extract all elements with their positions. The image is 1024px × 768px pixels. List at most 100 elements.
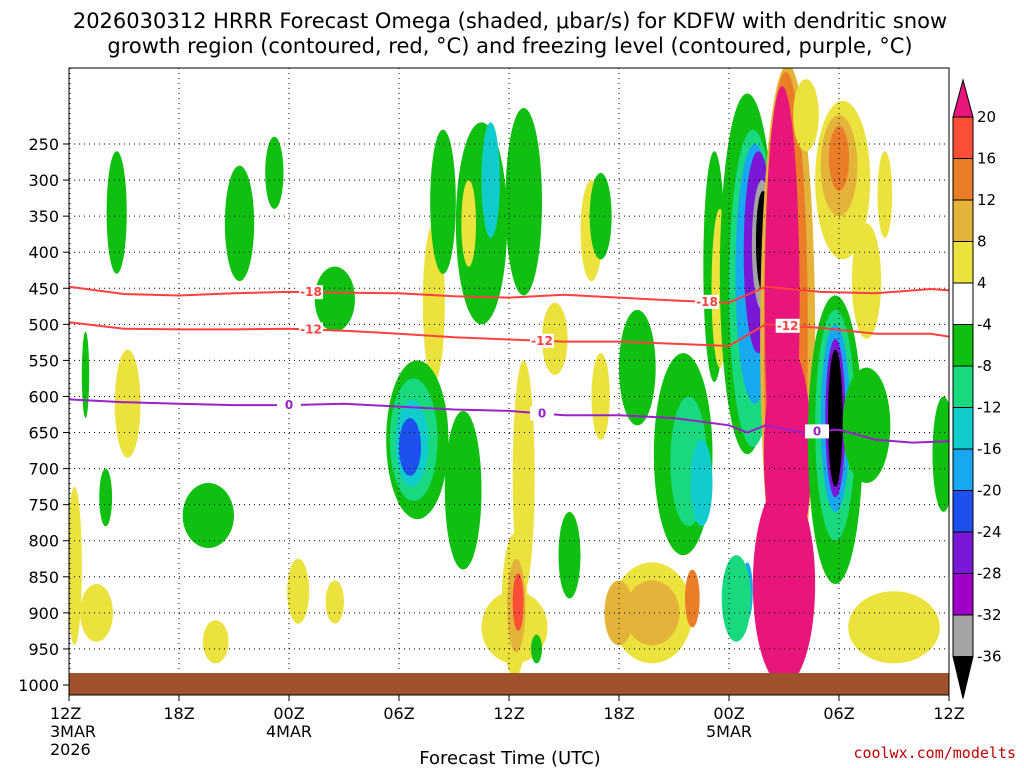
contour-label-bg (805, 424, 829, 439)
omega-region-3 (314, 266, 356, 332)
chart-title-line1: 2026030312 HRRR Forecast Omega (shaded, … (73, 9, 947, 33)
omega-region-72 (558, 511, 581, 599)
y-axis: 250 300 350 400 450 500 550 600 650 700 750 800 850 9… (18, 135, 69, 695)
omega-region-57 (877, 151, 893, 238)
x-tick-date-0: 3MAR (50, 722, 96, 741)
omega-region-52 (828, 349, 843, 487)
contour-label-1-0: -12 (300, 323, 322, 337)
omega-region-60 (932, 396, 949, 512)
colorbar-label-3: 8 (977, 233, 987, 251)
omega-region-28 (619, 309, 656, 426)
contour-label-2-1: 0 (538, 406, 546, 420)
contour-label-bg (695, 294, 719, 309)
colorbar-swatch-4 (952, 241, 974, 284)
y-tick-label-400: 400 (28, 243, 59, 262)
x-tick-label-18: 06Z (383, 704, 414, 723)
y-tick-label-500: 500 (28, 315, 59, 334)
y-tick-label-250: 250 (28, 135, 59, 154)
x-tick-label-30: 18Z (603, 704, 634, 723)
grid-lines (69, 68, 949, 695)
colorbar-swatch-8 (952, 407, 974, 450)
contour-label-bg (775, 318, 800, 333)
omega-region-14 (430, 129, 456, 274)
omega-region-47 (763, 345, 812, 563)
colorbar-bottom-arrow (952, 656, 974, 699)
colorbar-swatch-12 (952, 573, 974, 616)
colorbar-swatch-10 (952, 490, 974, 533)
omega-region-18 (461, 180, 476, 267)
colorbar-label-6: -8 (977, 357, 992, 375)
contour-label-2-2: 0 (813, 424, 821, 438)
omega-region-25 (444, 410, 482, 570)
omega-region-66 (624, 580, 680, 646)
omega-region-17 (481, 122, 500, 238)
contour-label-bg (530, 333, 554, 348)
colorbar-label-0: 20 (977, 108, 996, 126)
omega-region-56 (851, 223, 882, 339)
contour-label-bg (299, 322, 323, 337)
y-tick-label-750: 750 (28, 496, 59, 515)
y-tick-label-800: 800 (28, 532, 59, 551)
colorbar-swatch-9 (952, 448, 974, 491)
contour-label-2-0: 0 (285, 398, 293, 412)
contour-lines: -18 -18 -12 -12 -12 0 0 0 (69, 285, 949, 444)
omega-region-2 (265, 136, 284, 209)
colorbar-label-2: 12 (977, 191, 996, 209)
contour-label-bg (299, 285, 323, 300)
contour-label-bg (530, 406, 554, 421)
colorbar-swatch-6 (952, 324, 974, 367)
omega-region-0 (106, 151, 127, 274)
omega-region-26 (512, 360, 535, 592)
omega-region-20 (589, 172, 612, 260)
y-tick-label-300: 300 (28, 171, 59, 190)
colorbar-swatch-2 (952, 158, 974, 201)
omega-region-6 (69, 486, 82, 646)
y-tick-label-350: 350 (28, 207, 59, 226)
colorbar-swatch-5 (952, 282, 974, 325)
y-tick-label-450: 450 (28, 279, 59, 298)
colorbar: 20 16 12 8 4 -4 -8 -12 -16 -20 -24 -28 -32 -36 (952, 78, 1002, 699)
x-tick-label-24: 12Z (493, 704, 524, 723)
x-tick-label-12: 00Z (273, 704, 304, 723)
contour-label-bg (277, 398, 301, 413)
chart-title-line2: growth region (contoured, red, °C) and f… (107, 34, 912, 58)
x-tick-label-48: 12Z (933, 704, 964, 723)
colorbar-swatch-11 (952, 531, 974, 574)
colorbar-label-7: -12 (977, 399, 1002, 417)
omega-region-59 (842, 367, 891, 484)
omega-region-11 (81, 331, 90, 419)
y-tick-label-600: 600 (28, 387, 59, 406)
omega-region-45 (765, 129, 792, 419)
y-tick-label-850: 850 (28, 568, 59, 587)
x-axis-label: Forecast Time (UTC) (419, 748, 600, 768)
omega-region-5 (114, 349, 141, 458)
omega-region-73 (531, 634, 542, 664)
colorbar-label-4: 4 (977, 274, 987, 292)
contour-2 (69, 398, 949, 444)
x-tick-date-12: 4MAR (266, 722, 312, 741)
omega-region-8 (202, 620, 229, 664)
omega-region-64 (512, 573, 524, 631)
omega-region-70 (721, 555, 751, 642)
omega-shading (69, 68, 949, 685)
y-tick-label-900: 900 (28, 604, 59, 623)
y-tick-label-950: 950 (28, 640, 59, 659)
omega-region-10 (325, 580, 345, 624)
omega-region-24 (399, 418, 421, 476)
contour-label-1-2: -12 (777, 319, 799, 333)
colorbar-label-12: -32 (977, 606, 1002, 624)
colorbar-label-5: -4 (977, 316, 992, 334)
y-tick-label-1000: 1000 (18, 676, 59, 695)
colorbar-label-10: -24 (977, 523, 1002, 541)
colorbar-swatch-3 (952, 199, 974, 242)
colorbar-label-1: 16 (977, 150, 996, 168)
omega-region-27 (542, 302, 568, 375)
ground-fill (69, 673, 949, 695)
omega-region-12 (99, 468, 113, 527)
credit-text: coolwx.com/modelts (853, 744, 1016, 762)
colorbar-label-8: -16 (977, 440, 1002, 458)
contour-label-0-0: -18 (300, 285, 322, 299)
x-tick-date-36: 5MAR (706, 722, 752, 741)
